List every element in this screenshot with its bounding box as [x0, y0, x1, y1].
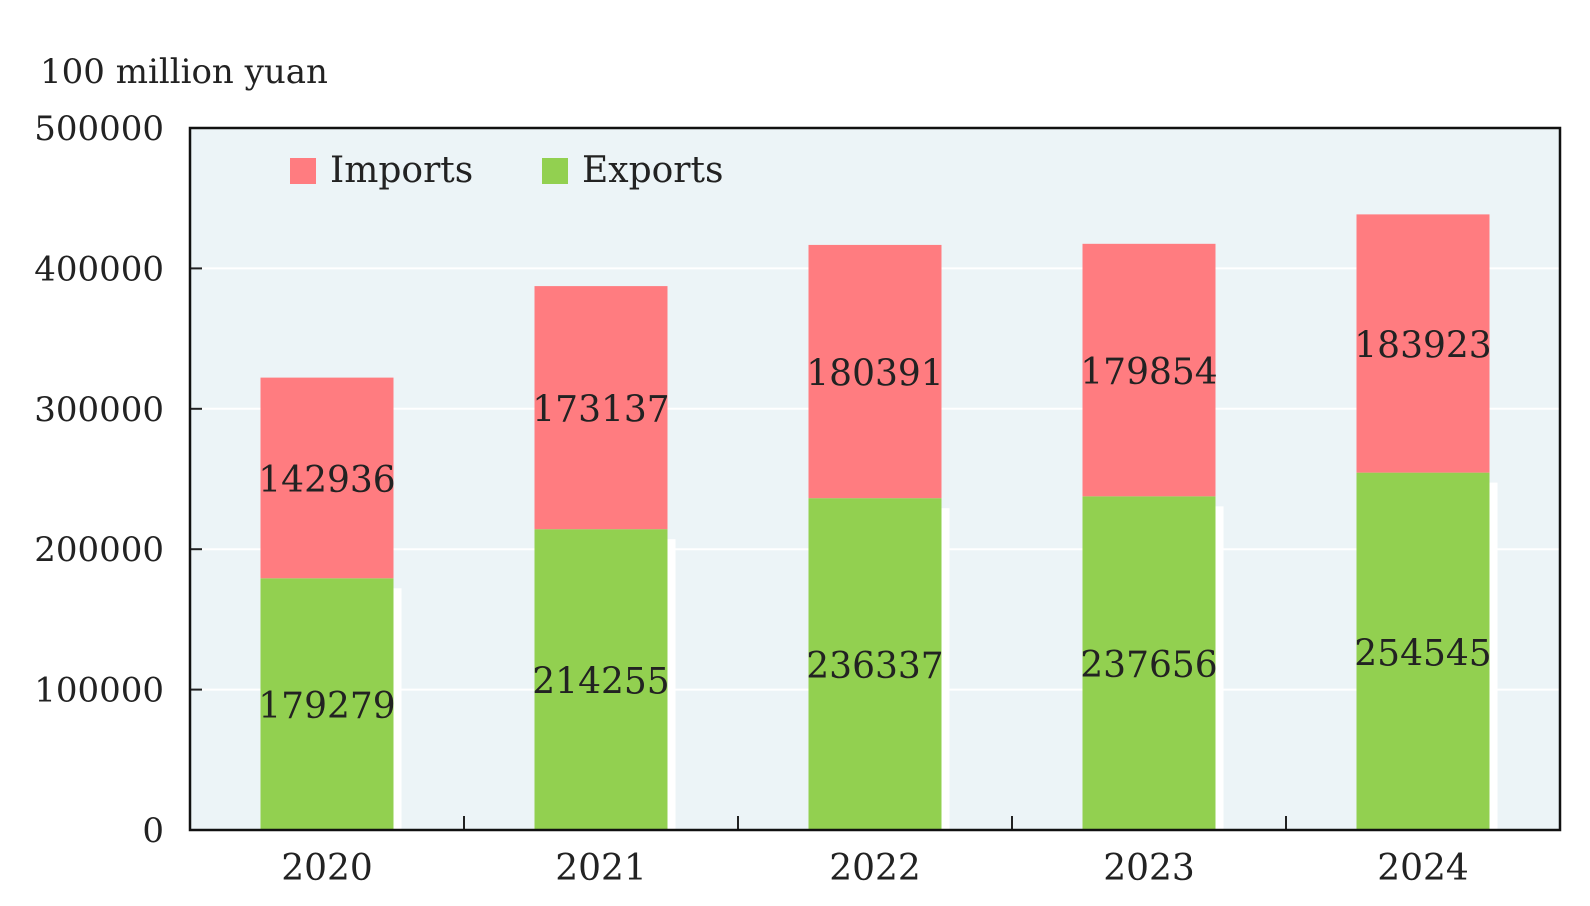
bar-exports-2022 [808, 498, 942, 830]
bar-exports-2024 [1356, 472, 1490, 830]
y-tick-label: 200000 [34, 530, 164, 570]
bar-exports-2021 [534, 529, 668, 830]
bar-shadow [1489, 482, 1498, 830]
data-label-imports: 180391 [806, 354, 943, 395]
data-label-imports: 179854 [1080, 352, 1217, 393]
y-tick-label: 500000 [34, 109, 164, 149]
y-tick-label: 100000 [34, 671, 164, 711]
x-tick-label: 2023 [1103, 848, 1195, 889]
y-axis-unit-label: 100 million yuan [40, 52, 328, 92]
bar-imports-2023 [1082, 243, 1216, 497]
y-tick-label: 300000 [34, 390, 164, 430]
bar-shadow [393, 588, 402, 830]
x-tick-label: 2021 [555, 848, 647, 889]
data-label-imports: 183923 [1354, 326, 1491, 367]
bar-imports-2024 [1356, 214, 1490, 473]
data-label-imports: 142936 [258, 460, 395, 501]
data-label-exports: 236337 [806, 646, 943, 687]
y-tick-label: 400000 [34, 249, 164, 289]
data-label-exports: 214255 [532, 662, 669, 703]
bar-shadow [941, 508, 950, 830]
bar-exports-2023 [1082, 496, 1216, 830]
bar-imports-2022 [808, 244, 942, 499]
legend-label-exports: Exports [582, 150, 723, 191]
data-label-exports: 237656 [1080, 645, 1217, 686]
bar-imports-2020 [260, 377, 394, 579]
bar-imports-2021 [534, 286, 668, 530]
data-label-exports: 179279 [258, 686, 395, 727]
legend-label-imports: Imports [330, 150, 473, 191]
bar-shadow [1215, 506, 1224, 830]
y-tick-label: 0 [142, 811, 164, 851]
x-tick-label: 2022 [829, 848, 921, 889]
bar-shadow [667, 539, 676, 830]
plot-frame [188, 126, 1562, 832]
bar-exports-2020 [260, 578, 394, 830]
x-tick-label: 2024 [1377, 848, 1469, 889]
legend-swatch-imports [290, 158, 316, 184]
data-label-exports: 254545 [1354, 633, 1491, 674]
legend-swatch-exports [542, 158, 568, 184]
x-tick-label: 2020 [281, 848, 373, 889]
data-label-imports: 173137 [532, 390, 669, 431]
